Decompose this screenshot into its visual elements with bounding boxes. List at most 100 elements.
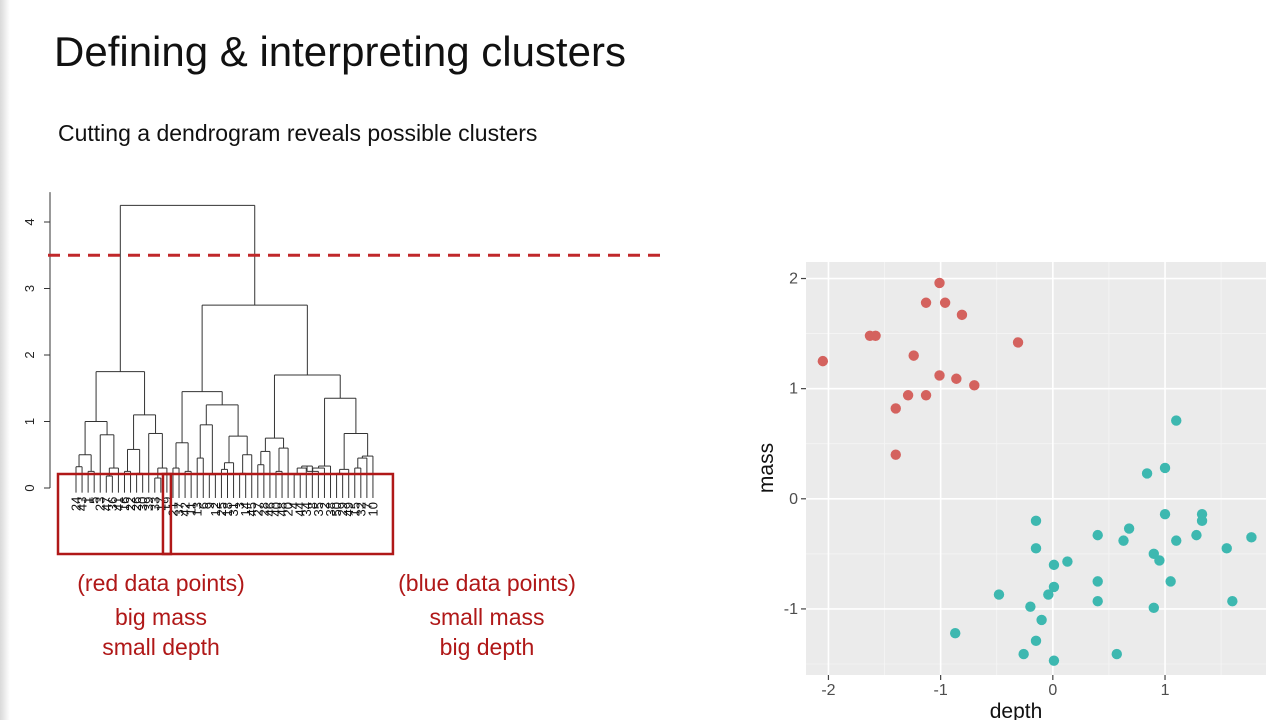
blue-data-point <box>1048 559 1060 571</box>
blue-data-point <box>1123 523 1135 534</box>
x-axis-label: depth <box>990 700 1043 720</box>
dendrogram-leaf-label: 5 <box>87 497 102 504</box>
y-tick-label: 1 <box>789 381 798 398</box>
dendrogram-leaf-label: 46 <box>262 502 277 516</box>
dendrogram-leaf-label: 40 <box>268 502 283 516</box>
slide-edge-shadow <box>0 0 10 720</box>
blue-data-point <box>1165 576 1176 587</box>
dendrogram-leaf-label: 26 <box>129 497 144 511</box>
dendrogram-leaf-label: 48 <box>275 502 290 516</box>
blue-data-point <box>1048 655 1060 666</box>
dendrogram-leaf-label: 18 <box>220 502 235 516</box>
dendrogram-leaf-label: 34 <box>299 502 314 516</box>
red-data-point <box>939 297 951 308</box>
dendrogram-leaf-label: 45 <box>244 502 259 516</box>
dendrogram-leaf-label: 12 <box>208 502 223 516</box>
blue-data-point <box>1111 648 1122 660</box>
blue-data-point <box>1062 556 1073 567</box>
blue-data-point <box>1148 548 1160 560</box>
blue-data-point <box>1043 589 1054 600</box>
dendrogram-leaf-label: 14 <box>238 502 253 516</box>
x-tick-label: 1 <box>1161 682 1170 699</box>
blue-data-point <box>1246 532 1257 543</box>
red-data-point <box>817 355 829 367</box>
red-cluster-line2: small depth <box>102 634 220 660</box>
dendrogram-leaf-label: 7 <box>359 502 374 509</box>
dendrogram-leaf-label: 10 <box>365 502 380 516</box>
dendrogram-leaf-label: 4 <box>287 502 302 509</box>
dendrogram-y-tick-label: 3 <box>22 285 37 292</box>
red-data-point <box>951 373 962 384</box>
blue-data-point <box>1171 535 1182 546</box>
dendrogram-leaf-label: 43 <box>75 497 90 511</box>
blue-data-point <box>1227 596 1238 607</box>
red-data-point <box>902 390 914 401</box>
dendrogram-leaf-label: 49 <box>341 502 356 516</box>
blue-data-point <box>1141 468 1153 479</box>
dendrogram-leaf-label: 2 <box>317 502 332 509</box>
dendrogram-leaf-label: 42 <box>178 502 193 516</box>
dendrogram-leaf-label: 33 <box>147 497 162 511</box>
red-data-point <box>934 370 945 381</box>
x-tick-label: -2 <box>821 682 835 699</box>
blue-data-point <box>993 589 1005 600</box>
y-tick-label: 0 <box>789 491 798 508</box>
y-tick-label: 2 <box>789 271 798 288</box>
red-data-point <box>864 330 876 341</box>
blue-data-point <box>1092 576 1103 587</box>
dendrogram-leaf-label: 38 <box>323 502 338 516</box>
dendrogram-leaf-label: 17 <box>153 497 168 511</box>
y-tick-label: -1 <box>784 601 798 618</box>
dendrogram-leaf-label: 36 <box>105 497 120 511</box>
red-data-point <box>1012 337 1024 348</box>
dendrogram-leaf-label: 37 <box>172 502 187 516</box>
red-data-point <box>934 277 945 289</box>
dendrogram-leaf-label: 15 <box>347 502 362 516</box>
dendrogram-leaf-label: 25 <box>214 502 229 516</box>
x-tick-label: 0 <box>1048 682 1057 699</box>
red-data-point <box>920 390 932 401</box>
blue-data-point <box>1030 635 1042 647</box>
blue-data-point <box>1092 529 1103 541</box>
dendrogram-y-tick-label: 1 <box>22 418 37 425</box>
blue-data-point <box>1154 555 1165 566</box>
dendrogram-leaf-label: 44 <box>293 502 308 516</box>
dendrogram-leaf-label: 24 <box>69 497 84 511</box>
dendrogram-leaf-label: 6 <box>196 502 211 509</box>
blue-data-point <box>1196 509 1208 520</box>
blue-data-point <box>1092 596 1103 607</box>
dendrogram-leaf-label: 39 <box>141 497 156 511</box>
dendrogram-leaf-label: 27 <box>250 502 265 516</box>
blue-cluster-line1: small mass <box>429 604 545 630</box>
red-cluster-heading: (red data points) <box>77 570 245 596</box>
dendrogram-leaf-label: 22 <box>123 497 138 511</box>
red-data-point <box>870 330 881 341</box>
dendrogram-leaf-label: 11 <box>184 502 199 515</box>
dendrogram-leaf-label: 23 <box>93 497 108 511</box>
slide-subtitle: Cutting a dendrogram reveals possible cl… <box>58 120 538 146</box>
blue-data-point <box>1030 515 1042 527</box>
dendrogram-leaf-label: 47 <box>99 497 114 511</box>
blue-cluster-box <box>161 472 395 556</box>
blue-data-point <box>1025 601 1036 612</box>
dendrogram-leaf-label: 8 <box>305 502 320 509</box>
dendrogram: 0123424431523473641162226303933171921374… <box>22 192 660 556</box>
blue-data-point <box>1036 614 1047 626</box>
blue-cluster-label: (blue data points) small mass big depth <box>365 568 609 662</box>
dendrogram-leaf-label: 3 <box>232 502 247 509</box>
blue-data-point <box>1159 509 1171 520</box>
red-data-point <box>969 380 980 391</box>
dendrogram-leaf-label: 20 <box>281 502 296 516</box>
blue-cluster-heading: (blue data points) <box>398 570 576 596</box>
red-data-point <box>908 350 919 361</box>
blue-data-point <box>1196 515 1208 527</box>
blue-data-point <box>1191 529 1202 541</box>
dendrogram-leaf-label: 9 <box>202 502 217 509</box>
red-data-point <box>956 309 968 321</box>
dendrogram-leaf-label: 41 <box>111 497 126 511</box>
dendrogram-leaf-label: 28 <box>256 502 271 516</box>
blue-data-point <box>1221 543 1232 554</box>
dendrogram-leaf-label: 30 <box>135 497 150 511</box>
red-cluster-label: (red data points) big mass small depth <box>56 568 266 662</box>
dendrogram-leaf-label: 31 <box>226 502 241 516</box>
